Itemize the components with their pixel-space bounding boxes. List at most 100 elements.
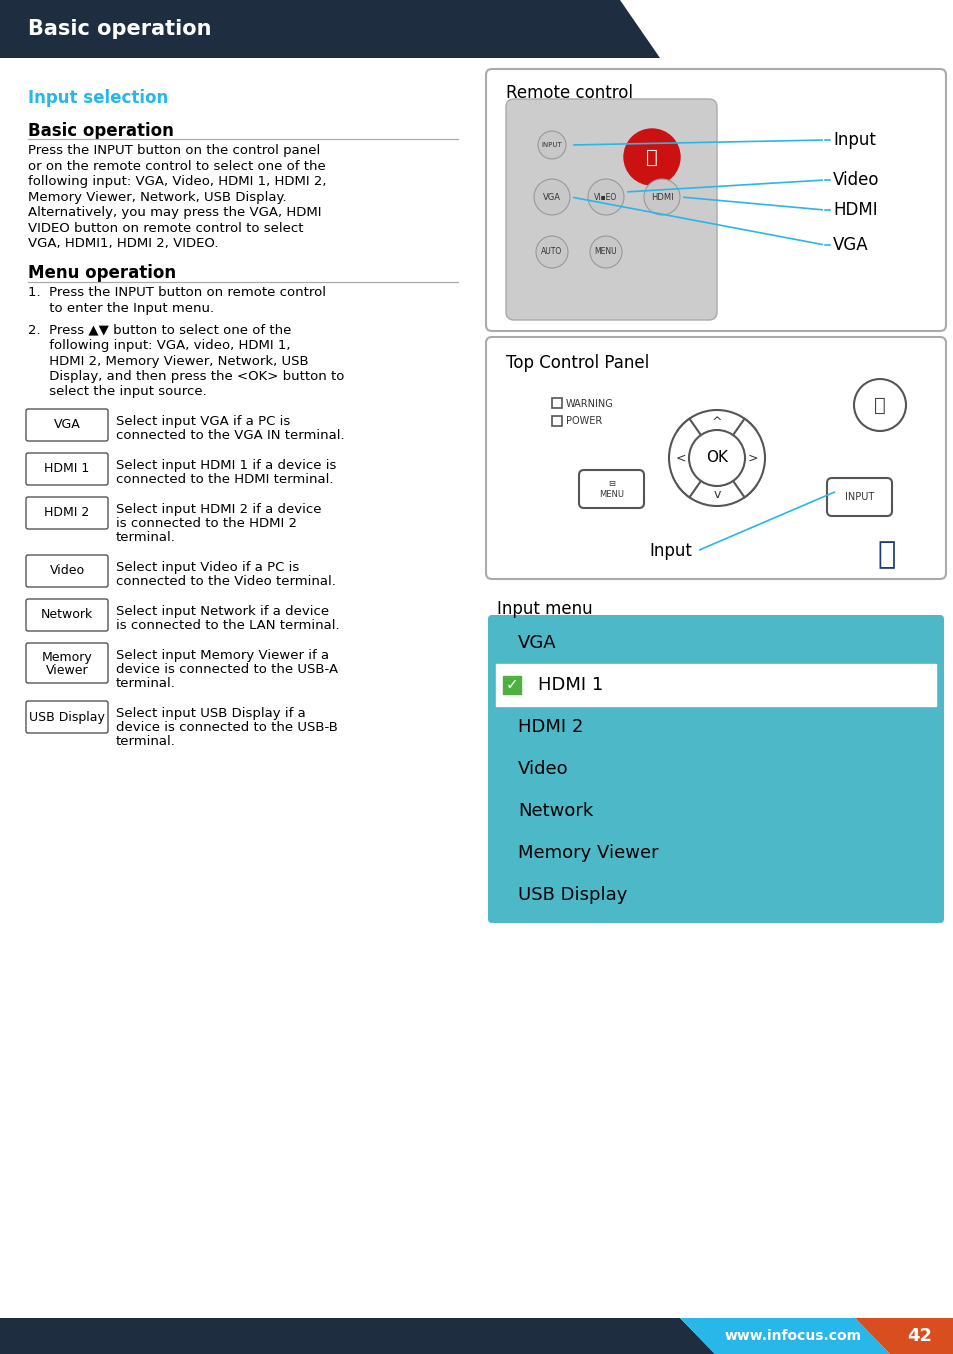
FancyBboxPatch shape (26, 643, 108, 682)
Text: device is connected to the USB-A: device is connected to the USB-A (116, 663, 337, 676)
Bar (552, 398, 561, 408)
Text: Select input Memory Viewer if a: Select input Memory Viewer if a (116, 649, 329, 662)
Text: 👆: 👆 (877, 540, 895, 570)
FancyBboxPatch shape (826, 478, 891, 516)
Text: Select input HDMI 2 if a device: Select input HDMI 2 if a device (116, 502, 321, 516)
FancyBboxPatch shape (485, 337, 945, 580)
Text: POWER: POWER (565, 416, 601, 427)
Text: ✓: ✓ (505, 677, 517, 692)
Text: Input: Input (832, 131, 875, 149)
Text: is connected to the HDMI 2: is connected to the HDMI 2 (116, 517, 296, 529)
FancyBboxPatch shape (26, 497, 108, 529)
Text: Select input USB Display if a: Select input USB Display if a (116, 707, 305, 720)
Text: VGA: VGA (53, 418, 80, 432)
Text: following input: VGA, Video, HDMI 1, HDMI 2,: following input: VGA, Video, HDMI 1, HDM… (28, 175, 326, 188)
Text: connected to the Video terminal.: connected to the Video terminal. (116, 575, 335, 588)
Text: Video: Video (50, 565, 85, 578)
Text: Input menu: Input menu (497, 600, 592, 617)
Bar (502, 676, 520, 695)
Text: Remote control: Remote control (505, 84, 633, 102)
Text: INPUT: INPUT (541, 142, 561, 148)
Text: Video: Video (517, 760, 568, 779)
Text: Alternatively, you may press the VGA, HDMI: Alternatively, you may press the VGA, HD… (28, 206, 321, 219)
Text: Select input HDMI 1 if a device is: Select input HDMI 1 if a device is (116, 459, 336, 473)
Text: VIDEO button on remote control to select: VIDEO button on remote control to select (28, 222, 303, 234)
Wedge shape (668, 418, 717, 497)
Text: Select input Video if a PC is: Select input Video if a PC is (116, 561, 299, 574)
Text: Menu operation: Menu operation (28, 264, 176, 283)
Text: Basic operation: Basic operation (28, 19, 212, 39)
Text: WARNING: WARNING (565, 399, 613, 409)
Text: USB Display: USB Display (517, 886, 627, 904)
Text: Memory Viewer: Memory Viewer (517, 844, 658, 862)
Text: HDMI: HDMI (650, 192, 673, 202)
Bar (496, 663, 935, 705)
FancyBboxPatch shape (505, 99, 717, 320)
Text: Display, and then press the <OK> button to: Display, and then press the <OK> button … (28, 370, 344, 383)
Circle shape (623, 129, 679, 185)
Wedge shape (677, 458, 756, 506)
Circle shape (853, 379, 905, 431)
Text: HDMI 1: HDMI 1 (537, 676, 602, 695)
Text: Memory Viewer, Network, USB Display.: Memory Viewer, Network, USB Display. (28, 191, 286, 203)
Text: to enter the Input menu.: to enter the Input menu. (28, 302, 213, 315)
FancyBboxPatch shape (26, 598, 108, 631)
Text: HDMI 1: HDMI 1 (45, 463, 90, 475)
Text: ⏻: ⏻ (645, 148, 658, 167)
Text: Network: Network (41, 608, 93, 621)
Text: Input selection: Input selection (28, 89, 168, 107)
Text: VGA: VGA (517, 634, 556, 653)
Text: device is connected to the USB-B: device is connected to the USB-B (116, 720, 337, 734)
Text: is connected to the LAN terminal.: is connected to the LAN terminal. (116, 619, 339, 632)
Text: HDMI 2, Memory Viewer, Network, USB: HDMI 2, Memory Viewer, Network, USB (28, 355, 309, 367)
Text: Top Control Panel: Top Control Panel (505, 353, 649, 372)
Text: MENU: MENU (594, 248, 617, 256)
Text: VGA: VGA (542, 192, 560, 202)
Text: HDMI 2: HDMI 2 (45, 506, 90, 520)
Text: AUTO: AUTO (540, 248, 562, 256)
Text: terminal.: terminal. (116, 531, 175, 544)
Text: VGA: VGA (832, 236, 868, 255)
Text: terminal.: terminal. (116, 735, 175, 747)
Text: Memory: Memory (42, 650, 92, 663)
Text: 1.  Press the INPUT button on remote control: 1. Press the INPUT button on remote cont… (28, 287, 326, 299)
Text: or on the remote control to select one of the: or on the remote control to select one o… (28, 160, 325, 172)
FancyBboxPatch shape (26, 555, 108, 588)
Circle shape (587, 179, 623, 215)
Text: connected to the HDMI terminal.: connected to the HDMI terminal. (116, 473, 334, 486)
Text: <: < (675, 451, 685, 464)
Wedge shape (677, 410, 756, 458)
Text: Network: Network (517, 802, 593, 821)
Circle shape (534, 179, 569, 215)
Text: v: v (713, 487, 720, 501)
Text: ^: ^ (711, 416, 721, 428)
Text: Video: Video (832, 171, 879, 190)
FancyBboxPatch shape (26, 409, 108, 441)
Polygon shape (0, 0, 659, 58)
Text: OK: OK (705, 451, 727, 466)
Text: select the input source.: select the input source. (28, 386, 207, 398)
Text: ⏻: ⏻ (873, 395, 885, 414)
Text: following input: VGA, video, HDMI 1,: following input: VGA, video, HDMI 1, (28, 338, 291, 352)
Text: 2.  Press ▲▼ button to select one of the: 2. Press ▲▼ button to select one of the (28, 324, 291, 337)
Polygon shape (0, 1317, 714, 1354)
Circle shape (589, 236, 621, 268)
Text: Select input VGA if a PC is: Select input VGA if a PC is (116, 414, 290, 428)
Text: Input: Input (648, 542, 691, 561)
Text: connected to the VGA IN terminal.: connected to the VGA IN terminal. (116, 429, 344, 441)
Polygon shape (854, 1317, 953, 1354)
Wedge shape (717, 418, 764, 497)
Text: www.infocus.com: www.infocus.com (723, 1330, 861, 1343)
Polygon shape (679, 1317, 889, 1354)
Text: HDMI 2: HDMI 2 (517, 718, 583, 737)
Text: VI▪EO: VI▪EO (594, 192, 617, 202)
Circle shape (688, 431, 744, 486)
Text: HDMI: HDMI (832, 200, 877, 219)
Text: terminal.: terminal. (116, 677, 175, 691)
FancyBboxPatch shape (485, 69, 945, 330)
Text: VGA, HDMI1, HDMI 2, VIDEO.: VGA, HDMI1, HDMI 2, VIDEO. (28, 237, 218, 250)
FancyBboxPatch shape (578, 470, 643, 508)
Bar (552, 416, 561, 427)
Text: Select input Network if a device: Select input Network if a device (116, 605, 329, 617)
Text: INPUT: INPUT (844, 492, 873, 502)
